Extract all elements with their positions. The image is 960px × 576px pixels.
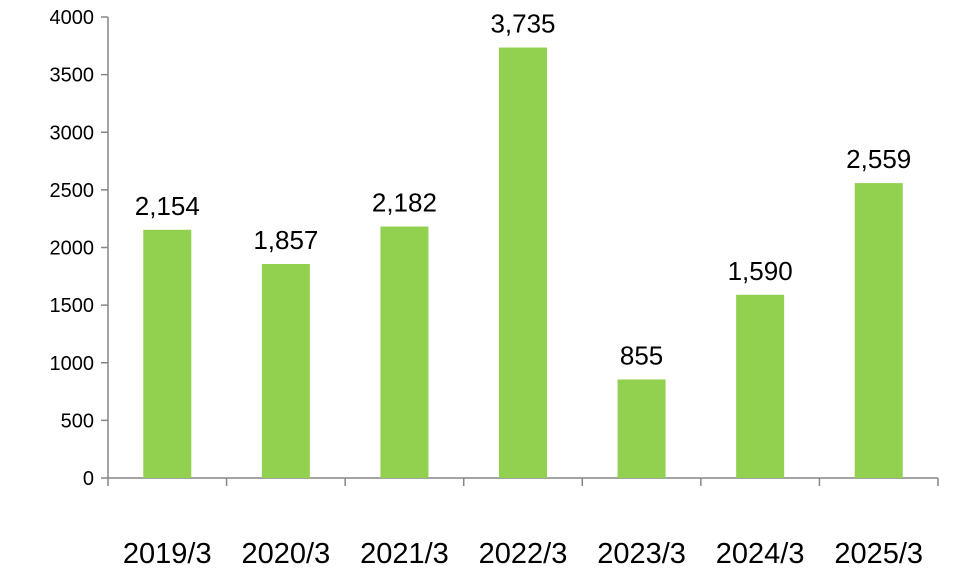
data-label: 2,182 <box>372 188 437 218</box>
data-labels: 2,154 1,857 2,182 3,735 855 1,590 2,559 <box>135 9 912 371</box>
bar <box>143 229 192 478</box>
y-tick-label: 1500 <box>50 295 95 317</box>
x-axis <box>107 477 939 486</box>
category-labels: 2019/3 2020/3 2021/3 2022/3 2023/3 2024/3 2025… <box>123 538 923 570</box>
bar <box>736 294 785 478</box>
bar <box>499 47 547 478</box>
bar <box>617 379 666 478</box>
data-label: 1,857 <box>253 225 318 255</box>
y-tick-label: 1000 <box>50 353 95 375</box>
category-label: 2023/3 <box>597 538 686 570</box>
data-label: 2,154 <box>135 191 200 221</box>
y-tick-label: 0 <box>83 468 94 490</box>
bars <box>143 47 903 478</box>
bar <box>380 226 429 478</box>
bar <box>261 263 310 478</box>
y-tick-label: 2000 <box>50 238 95 260</box>
y-tick-label: 3500 <box>50 65 95 87</box>
y-tick-label: 4000 <box>50 7 95 29</box>
category-label: 2020/3 <box>242 538 331 570</box>
category-label: 2025/3 <box>834 538 923 570</box>
data-label: 855 <box>620 340 663 370</box>
category-label: 2021/3 <box>360 538 449 570</box>
category-label: 2022/3 <box>479 538 568 570</box>
data-label: 2,559 <box>846 144 911 174</box>
y-tick-label: 500 <box>61 410 94 432</box>
bar <box>854 183 903 478</box>
y-tick-label: 2500 <box>50 180 95 202</box>
category-label: 2019/3 <box>123 538 212 570</box>
data-label: 3,735 <box>490 9 555 39</box>
category-label: 2024/3 <box>716 538 805 570</box>
y-axis: 0 500 1000 1500 2000 2500 3000 3500 4000 <box>50 7 109 490</box>
data-label: 1,590 <box>728 256 793 286</box>
y-tick-label: 3000 <box>50 122 95 144</box>
